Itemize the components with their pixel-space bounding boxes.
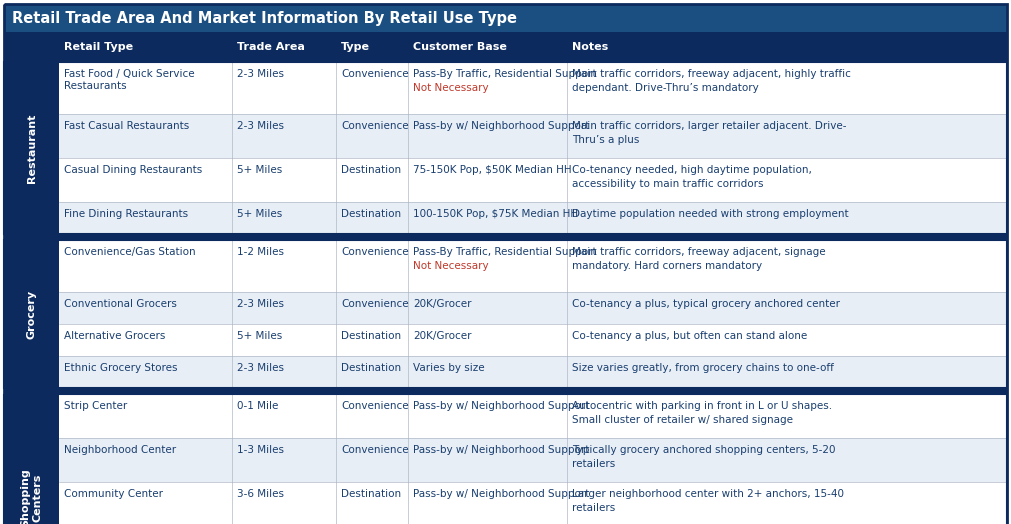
Text: retailers: retailers (572, 503, 616, 513)
Text: 5+ Miles: 5+ Miles (237, 331, 282, 341)
Text: Convenience: Convenience (341, 445, 408, 455)
Text: Customer Base: Customer Base (413, 42, 507, 52)
Bar (4, 4, 1007, 32)
Bar (59, 114, 1007, 158)
Text: Shopping
Centers: Shopping Centers (20, 468, 42, 524)
Bar (59, 356, 1007, 388)
Bar (4, 240, 1007, 388)
Bar (4, 394, 1007, 524)
Text: Retail Type: Retail Type (64, 42, 133, 52)
Text: 1-3 Miles: 1-3 Miles (237, 445, 284, 455)
Text: 20K/Grocer: 20K/Grocer (413, 331, 471, 341)
Text: 5+ Miles: 5+ Miles (237, 209, 282, 219)
Text: Grocery: Grocery (26, 289, 36, 339)
Bar (59, 394, 1007, 438)
Text: Pass-By Traffic, Residential Support: Pass-By Traffic, Residential Support (413, 69, 596, 79)
Text: Co-tenancy a plus, but often can stand alone: Co-tenancy a plus, but often can stand a… (572, 331, 807, 341)
Text: Destination: Destination (341, 489, 401, 499)
Text: Destination: Destination (341, 209, 401, 219)
Text: 2-3 Miles: 2-3 Miles (237, 69, 284, 79)
Text: Small cluster of retailer w/ shared signage: Small cluster of retailer w/ shared sign… (572, 415, 793, 425)
Bar (59, 240, 1007, 292)
Text: dependant. Drive-Thru’s mandatory: dependant. Drive-Thru’s mandatory (572, 83, 758, 93)
Text: Main traffic corridors, freeway adjacent, highly traffic: Main traffic corridors, freeway adjacent… (572, 69, 851, 79)
Text: accessibility to main traffic corridors: accessibility to main traffic corridors (572, 179, 763, 189)
Text: Co-tenancy a plus, typical grocery anchored center: Co-tenancy a plus, typical grocery ancho… (572, 299, 840, 309)
Bar (59, 62, 1007, 114)
Text: Restaurant: Restaurant (26, 113, 36, 183)
Text: Typically grocery anchored shopping centers, 5-20: Typically grocery anchored shopping cent… (572, 445, 835, 455)
Text: Fine Dining Restaurants: Fine Dining Restaurants (64, 209, 188, 219)
Text: Co-tenancy needed, high daytime population,: Co-tenancy needed, high daytime populati… (572, 165, 812, 175)
Text: Convenience: Convenience (341, 247, 408, 257)
Text: Size varies greatly, from grocery chains to one-off: Size varies greatly, from grocery chains… (572, 363, 834, 373)
Text: Pass-by w/ Neighborhood Support: Pass-by w/ Neighborhood Support (413, 121, 589, 131)
Text: retailers: retailers (572, 459, 616, 469)
Text: 2-3 Miles: 2-3 Miles (237, 121, 284, 131)
Text: Type: Type (341, 42, 370, 52)
Text: Destination: Destination (341, 363, 401, 373)
Text: Trade Area: Trade Area (237, 42, 305, 52)
Text: Convenience: Convenience (341, 69, 408, 79)
Text: Main traffic corridors, larger retailer adjacent. Drive-: Main traffic corridors, larger retailer … (572, 121, 846, 131)
Text: Destination: Destination (341, 165, 401, 175)
Text: Retail Trade Area And Market Information By Retail Use Type: Retail Trade Area And Market Information… (12, 10, 517, 26)
Text: Casual Dining Restaurants: Casual Dining Restaurants (64, 165, 202, 175)
Text: Convenience/Gas Station: Convenience/Gas Station (64, 247, 195, 257)
Text: Ethnic Grocery Stores: Ethnic Grocery Stores (64, 363, 178, 373)
Text: Notes: Notes (572, 42, 609, 52)
Text: 3-6 Miles: 3-6 Miles (237, 489, 284, 499)
Text: Larger neighborhood center with 2+ anchors, 15-40: Larger neighborhood center with 2+ ancho… (572, 489, 844, 499)
Text: Not Necessary: Not Necessary (413, 83, 488, 93)
Text: Fast Casual Restaurants: Fast Casual Restaurants (64, 121, 189, 131)
Text: Fast Food / Quick Service
Restaurants: Fast Food / Quick Service Restaurants (64, 69, 195, 91)
Text: Main traffic corridors, freeway adjacent, signage: Main traffic corridors, freeway adjacent… (572, 247, 826, 257)
Text: Pass-by w/ Neighborhood Support: Pass-by w/ Neighborhood Support (413, 401, 589, 411)
Bar (4, 234, 1007, 240)
Text: Conventional Grocers: Conventional Grocers (64, 299, 177, 309)
Text: 100-150K Pop, $75K Median HH: 100-150K Pop, $75K Median HH (413, 209, 578, 219)
Text: Thru’s a plus: Thru’s a plus (572, 135, 639, 145)
Text: 20K/Grocer: 20K/Grocer (413, 299, 471, 309)
Text: Autocentric with parking in front in L or U shapes.: Autocentric with parking in front in L o… (572, 401, 832, 411)
Text: 2-3 Miles: 2-3 Miles (237, 363, 284, 373)
Text: 0-1 Mile: 0-1 Mile (237, 401, 278, 411)
Bar (59, 158, 1007, 202)
Bar (4, 62, 59, 234)
Text: 2-3 Miles: 2-3 Miles (237, 299, 284, 309)
Text: Community Center: Community Center (64, 489, 163, 499)
Text: 5+ Miles: 5+ Miles (237, 165, 282, 175)
Text: Convenience: Convenience (341, 121, 408, 131)
Text: Pass-by w/ Neighborhood Support: Pass-by w/ Neighborhood Support (413, 489, 589, 499)
Bar (59, 438, 1007, 482)
Text: Convenience: Convenience (341, 299, 408, 309)
Text: Neighborhood Center: Neighborhood Center (64, 445, 176, 455)
Bar (4, 394, 59, 524)
Bar (59, 202, 1007, 234)
Text: 1-2 Miles: 1-2 Miles (237, 247, 284, 257)
Text: Convenience: Convenience (341, 401, 408, 411)
Bar (59, 292, 1007, 324)
Bar (4, 32, 1007, 62)
Text: 75-150K Pop, $50K Median HH: 75-150K Pop, $50K Median HH (413, 165, 571, 175)
Bar (59, 482, 1007, 524)
Text: mandatory. Hard corners mandatory: mandatory. Hard corners mandatory (572, 261, 762, 271)
Bar (4, 388, 1007, 394)
Text: Pass-by w/ Neighborhood Support: Pass-by w/ Neighborhood Support (413, 445, 589, 455)
Bar (4, 240, 59, 388)
Text: Not Necessary: Not Necessary (413, 261, 488, 271)
Text: Strip Center: Strip Center (64, 401, 127, 411)
Text: Alternative Grocers: Alternative Grocers (64, 331, 166, 341)
Text: Destination: Destination (341, 331, 401, 341)
Bar (59, 324, 1007, 356)
Bar (4, 62, 1007, 234)
Text: Pass-By Traffic, Residential Support: Pass-By Traffic, Residential Support (413, 247, 596, 257)
Text: Varies by size: Varies by size (413, 363, 484, 373)
Text: Daytime population needed with strong employment: Daytime population needed with strong em… (572, 209, 848, 219)
